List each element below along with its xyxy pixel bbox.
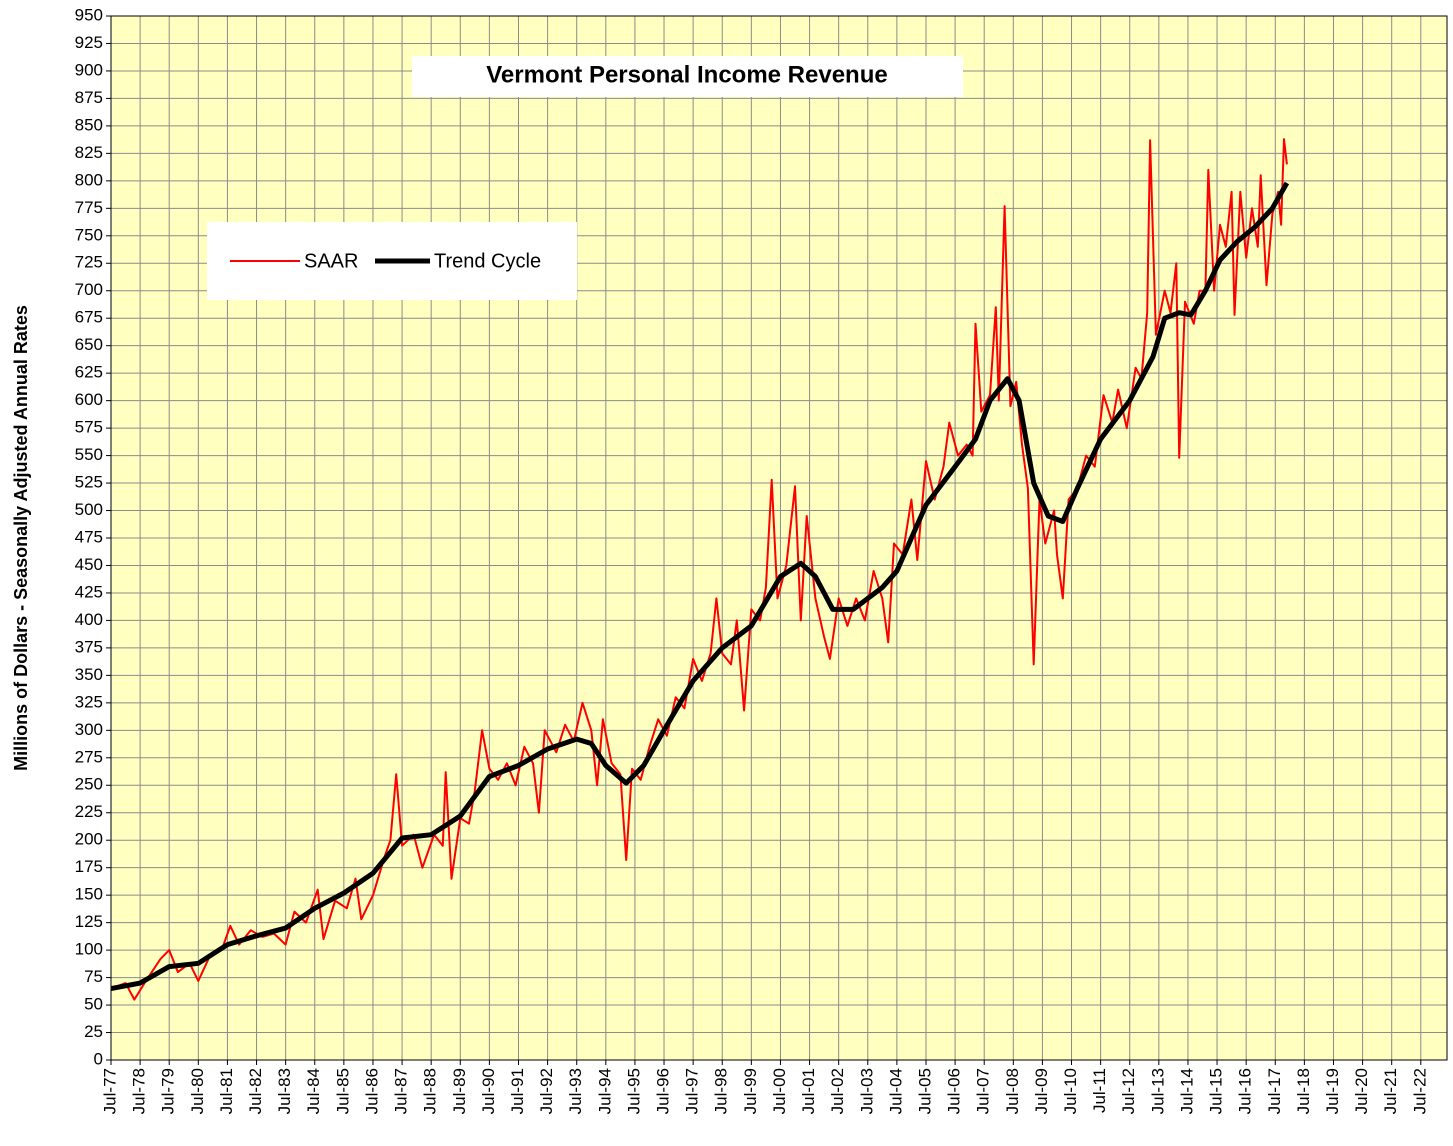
- x-tick-label: Jul-20: [1352, 1068, 1371, 1114]
- y-tick-label: 50: [84, 995, 103, 1014]
- y-tick-label: 300: [75, 720, 103, 739]
- x-tick-label: Jul-14: [1177, 1068, 1196, 1114]
- x-tick-label: Jul-05: [915, 1068, 934, 1114]
- y-tick-label: 0: [94, 1049, 103, 1068]
- x-tick-label: Jul-19: [1323, 1068, 1342, 1114]
- y-tick-label: 875: [75, 88, 103, 107]
- x-tick-label: Jul-89: [450, 1068, 469, 1114]
- y-tick-label: 675: [75, 308, 103, 327]
- x-tick-label: Jul-06: [945, 1068, 964, 1114]
- y-tick-label: 825: [75, 143, 103, 162]
- x-tick-label: Jul-11: [1090, 1068, 1109, 1113]
- x-tick-label: Jul-85: [333, 1068, 352, 1114]
- x-tick-label: Jul-77: [100, 1068, 119, 1114]
- x-tick-label: Jul-86: [362, 1068, 381, 1114]
- x-tick-label: Jul-02: [828, 1068, 847, 1114]
- y-tick-label: 275: [75, 747, 103, 766]
- y-tick-label: 75: [84, 967, 103, 986]
- x-tick-label: Jul-99: [741, 1068, 760, 1114]
- x-tick-label: Jul-90: [479, 1068, 498, 1114]
- x-tick-label: Jul-18: [1294, 1068, 1313, 1114]
- y-tick-label: 425: [75, 582, 103, 601]
- y-tick-label: 150: [75, 885, 103, 904]
- grid: [106, 15, 1447, 1065]
- y-tick-label: 775: [75, 198, 103, 217]
- x-tick-label: Jul-21: [1381, 1068, 1400, 1114]
- x-tick-label: Jul-87: [392, 1068, 411, 1114]
- x-tick-label: Jul-79: [159, 1068, 178, 1114]
- y-tick-label: 250: [75, 775, 103, 794]
- x-tick-label: Jul-16: [1236, 1068, 1255, 1114]
- plot-border: [110, 15, 1448, 1061]
- x-tick-label: Jul-13: [1148, 1068, 1167, 1114]
- y-tick-label: 350: [75, 665, 103, 684]
- x-tick-label: Jul-83: [275, 1068, 294, 1114]
- tick-labels: 0 25 50 75 100 125 150 175 200 225 250 275 300 325 350…: [75, 5, 1430, 1114]
- x-tick-label: Jul-88: [421, 1068, 440, 1114]
- y-tick-label: 400: [75, 610, 103, 629]
- y-tick-label: 575: [75, 418, 103, 437]
- x-tick-label: Jul-22: [1410, 1068, 1429, 1114]
- x-tick-label: Jul-94: [595, 1068, 614, 1114]
- x-tick-label: Jul-01: [799, 1068, 818, 1114]
- y-tick-label: 125: [75, 912, 103, 931]
- x-tick-label: Jul-84: [304, 1068, 323, 1114]
- y-tick-label: 550: [75, 445, 103, 464]
- y-tick-label: 950: [75, 5, 103, 24]
- y-tick-label: 600: [75, 390, 103, 409]
- x-tick-label: Jul-00: [770, 1068, 789, 1114]
- x-tick-label: Jul-96: [654, 1068, 673, 1114]
- x-tick-label: Jul-17: [1265, 1068, 1284, 1114]
- x-tick-label: Jul-98: [712, 1068, 731, 1114]
- y-tick-label: 750: [75, 225, 103, 244]
- x-tick-label: Jul-10: [1061, 1068, 1080, 1114]
- y-tick-label: 725: [75, 253, 103, 272]
- y-tick-label: 900: [75, 60, 103, 79]
- y-tick-label: 200: [75, 830, 103, 849]
- legend-label: SAAR: [304, 250, 358, 272]
- x-tick-label: Jul-12: [1119, 1068, 1138, 1114]
- x-tick-label: Jul-15: [1207, 1068, 1226, 1114]
- y-axis-label: Millions of Dollars - Seasonally Adjuste…: [11, 305, 31, 771]
- x-tick-label: Jul-09: [1032, 1068, 1051, 1114]
- y-tick-label: 500: [75, 500, 103, 519]
- y-tick-label: 800: [75, 170, 103, 189]
- lines: [110, 138, 1290, 1001]
- legend-label: Trend Cycle: [434, 250, 541, 272]
- legend: SAAR Trend Cycle: [207, 222, 577, 300]
- y-tick-label: 475: [75, 527, 103, 546]
- y-tick-label: 100: [75, 940, 103, 959]
- x-tick-label: Jul-93: [566, 1068, 585, 1114]
- y-tick-label: 625: [75, 363, 103, 382]
- x-tick-label: Jul-80: [188, 1068, 207, 1114]
- x-tick-label: Jul-97: [683, 1068, 702, 1114]
- x-tick-label: Jul-91: [508, 1068, 527, 1114]
- y-tick-label: 650: [75, 335, 103, 354]
- x-tick-label: Jul-81: [217, 1068, 236, 1114]
- y-tick-label: 225: [75, 802, 103, 821]
- y-tick-label: 175: [75, 857, 103, 876]
- y-tick-label: 925: [75, 33, 103, 52]
- y-tick-label: 850: [75, 115, 103, 134]
- title-box: [412, 56, 963, 97]
- x-tick-label: Jul-95: [624, 1068, 643, 1114]
- y-tick-label: 325: [75, 692, 103, 711]
- y-tick-label: 525: [75, 473, 103, 492]
- x-tick-label: Jul-82: [246, 1068, 265, 1114]
- y-tick-label: 450: [75, 555, 103, 574]
- chart-title: Vermont Personal Income Revenue: [486, 61, 887, 88]
- y-tick-label: 375: [75, 637, 103, 656]
- series-line: [110, 181, 1290, 992]
- x-tick-label: Jul-03: [857, 1068, 876, 1114]
- x-tick-label: Jul-07: [974, 1068, 993, 1114]
- x-tick-label: Jul-08: [1003, 1068, 1022, 1114]
- x-tick-label: Jul-04: [886, 1068, 905, 1114]
- y-tick-label: 700: [75, 280, 103, 299]
- x-tick-label: Jul-78: [130, 1068, 149, 1114]
- y-tick-label: 25: [84, 1022, 103, 1041]
- x-tick-label: Jul-92: [537, 1068, 556, 1114]
